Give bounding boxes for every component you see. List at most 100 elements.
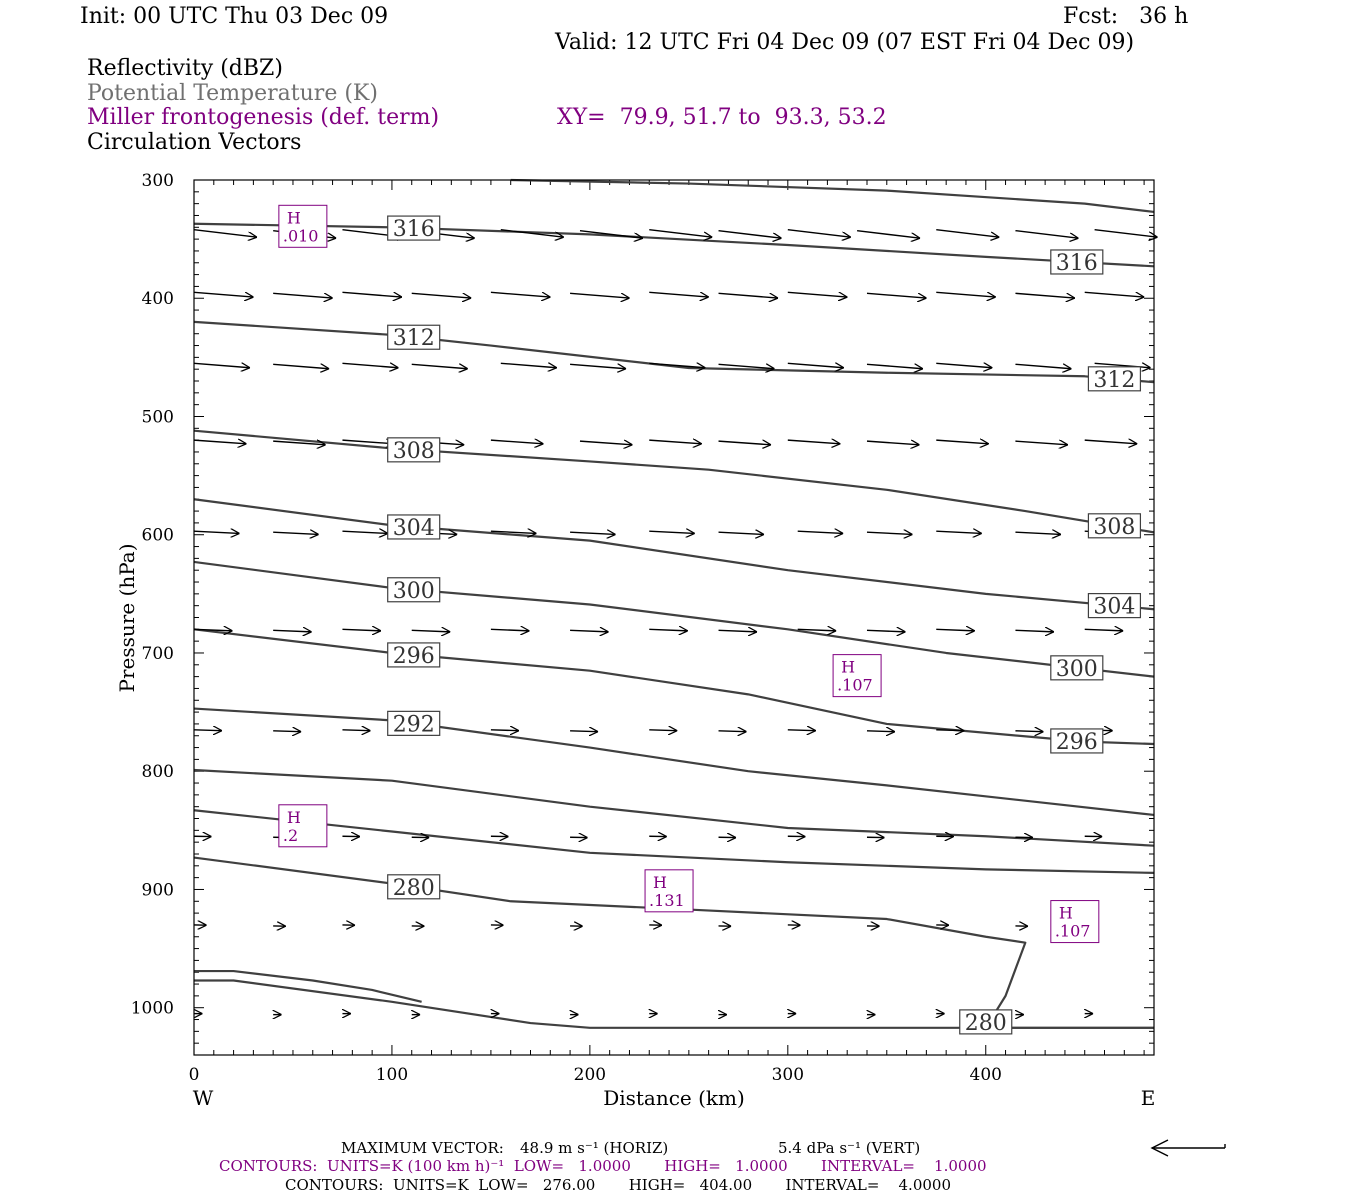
circulation-vector — [490, 730, 519, 731]
circulation-vector — [866, 441, 920, 445]
y-tick-label: 600 — [142, 526, 174, 546]
contour-label-box — [1087, 513, 1142, 539]
max-vector-label: MAXIMUM VECTOR: — [341, 1139, 504, 1157]
x-end-label-east: E — [1141, 1086, 1156, 1110]
contour-label: 280 — [965, 1011, 1007, 1036]
circulation-vector — [718, 229, 782, 239]
contour-label: 300 — [1056, 657, 1098, 682]
circulation-vector — [649, 228, 712, 238]
x-tick-label: 0 — [189, 1065, 200, 1085]
contour-label-box — [1087, 366, 1142, 392]
circulation-vector — [193, 363, 250, 367]
circulation-vector — [342, 363, 398, 367]
contour-label: 308 — [393, 439, 435, 464]
circulation-vector — [649, 531, 695, 533]
theta-contour — [193, 222, 1155, 268]
x-tick-label: 100 — [376, 1065, 408, 1085]
circulation-vector — [193, 531, 240, 533]
circulation-vector — [490, 531, 537, 533]
contour-label: 316 — [1056, 251, 1098, 276]
cross-section-xy: XY= 79.9, 51.7 to 93.3, 53.2 — [557, 105, 887, 130]
circulation-vector — [273, 731, 301, 732]
contour-label: 308 — [1093, 515, 1135, 540]
frontogenesis-max-letter: H — [841, 658, 855, 677]
theta-contour — [193, 707, 1155, 817]
circulation-vector — [570, 364, 626, 368]
circulation-vector — [411, 292, 472, 298]
max-vector-vert: 5.4 dPa s⁻¹ (VERT) — [778, 1139, 921, 1157]
circulation-vector — [579, 229, 643, 239]
circulation-vector — [273, 532, 319, 534]
circulation-vector — [342, 291, 402, 297]
contours-frontogenesis: CONTOURS: UNITS=K (100 km h)⁻¹ LOW= 1.00… — [219, 1157, 987, 1175]
circulation-vector — [936, 291, 996, 297]
circulation-vector — [718, 292, 779, 298]
circulation-vector — [936, 440, 989, 444]
circulation-vector — [936, 228, 999, 238]
circulation-vector — [273, 630, 312, 632]
circulation-vector — [866, 630, 906, 632]
circulation-vector — [342, 531, 388, 533]
contours-theta: CONTOURS: UNITS=K LOW= 276.00 HIGH= 404.… — [285, 1176, 951, 1194]
x-tick-label: 400 — [970, 1065, 1002, 1085]
contour-label-box — [387, 324, 441, 350]
frontogenesis-max-letter: H — [287, 808, 301, 827]
contour-label: 296 — [1056, 730, 1098, 755]
circulation-vector — [1015, 532, 1061, 534]
circulation-vector — [490, 291, 551, 297]
circulation-vector — [579, 441, 633, 445]
circulation-vector — [1015, 364, 1071, 368]
circulation-vector — [797, 531, 844, 533]
circulation-vector — [936, 531, 982, 533]
theta-contour — [193, 498, 1155, 611]
circulation-vector — [193, 228, 257, 238]
circulation-vector — [411, 630, 451, 632]
circulation-vector — [500, 363, 557, 367]
contour-label-box — [387, 577, 441, 603]
frontogenesis-max-box — [644, 869, 694, 913]
y-tick-label: 400 — [142, 289, 174, 309]
contour-label-box — [387, 710, 441, 736]
frontogenesis-max-letter: H — [1059, 904, 1073, 923]
circulation-vector — [866, 532, 913, 534]
contour-label-box — [387, 437, 441, 463]
circulation-vector — [193, 730, 222, 731]
circulation-vector — [936, 629, 975, 631]
frontogenesis-max-value: .2 — [283, 826, 298, 845]
contour-label-box — [387, 874, 441, 900]
circulation-vector — [1015, 292, 1075, 298]
circulation-vector — [570, 292, 630, 298]
contour-label: 316 — [393, 217, 435, 242]
circulation-vector — [193, 291, 254, 297]
circulation-vector — [787, 228, 851, 238]
theta-contour — [193, 768, 1155, 847]
contour-label-box — [1050, 249, 1104, 275]
circulation-vector — [649, 363, 705, 367]
circulation-vector — [193, 629, 233, 631]
valid-time: Valid: 12 UTC Fri 04 Dec 09 (07 EST Fri … — [555, 30, 1135, 55]
circulation-vector — [1084, 291, 1145, 297]
contour-label: 296 — [393, 644, 435, 669]
frontogenesis-max-box — [832, 654, 882, 698]
x-axis-label: Distance (km) — [603, 1086, 745, 1110]
y-tick-label: 1000 — [131, 999, 174, 1019]
theta-contour — [193, 320, 1155, 384]
circulation-vector — [342, 730, 370, 731]
contour-label-box — [387, 642, 441, 668]
circulation-vector — [718, 441, 772, 445]
theta-contour — [193, 560, 1155, 678]
circulation-vector — [649, 291, 709, 297]
circulation-vector — [1015, 441, 1068, 445]
circulation-vector — [570, 532, 616, 534]
circulation-vector — [490, 629, 530, 631]
frontogenesis-max-box — [278, 204, 328, 248]
contour-label: 292 — [393, 712, 435, 737]
circulation-vector — [193, 440, 247, 444]
circulation-vector — [787, 440, 841, 444]
circulation-vector — [718, 364, 775, 368]
contour-label: 280 — [393, 876, 435, 901]
circulation-vector — [342, 440, 395, 444]
x-tick-label: 200 — [574, 1065, 606, 1085]
x-tick-label: 300 — [772, 1065, 804, 1085]
